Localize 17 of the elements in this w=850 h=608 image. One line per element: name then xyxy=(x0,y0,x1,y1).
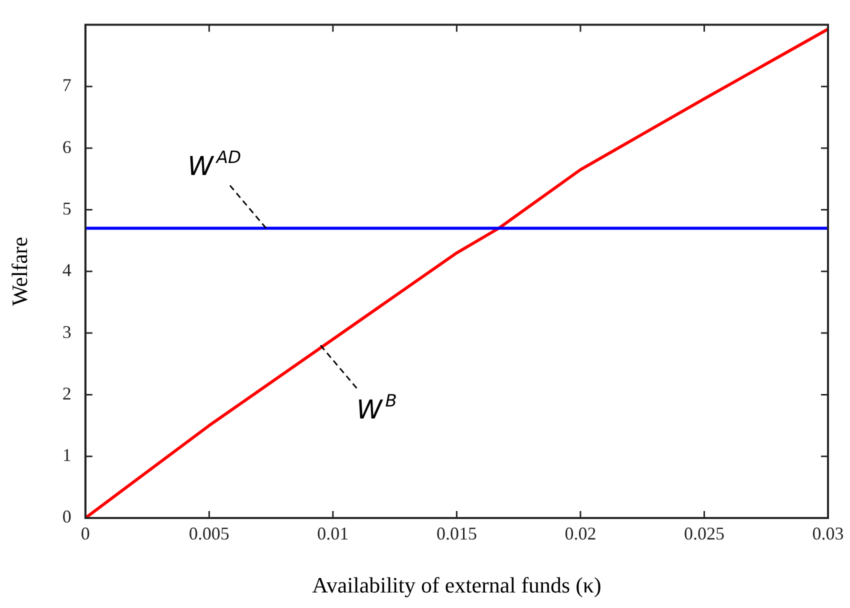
x-tick-label: 0.03 xyxy=(812,524,844,544)
y-tick-label: 7 xyxy=(62,75,72,96)
x-axis-title: Availability of external funds (κ) xyxy=(312,572,602,598)
y-tick-label: 6 xyxy=(62,136,72,157)
x-tick-label: 0.01 xyxy=(317,524,349,544)
x-tick-label: 0.015 xyxy=(436,524,477,544)
y-tick-label: 5 xyxy=(62,198,72,218)
x-tick-label: 0.02 xyxy=(564,524,596,544)
y-axis-title: Welfare xyxy=(6,236,32,306)
y-tick-label: 1 xyxy=(62,445,72,466)
x-tick-label: 0.025 xyxy=(684,524,724,544)
y-tick-label: 2 xyxy=(62,383,72,404)
x-tick-label: 0 xyxy=(80,524,90,544)
y-tick-label: 3 xyxy=(62,322,72,342)
y-tick-label: 4 xyxy=(62,260,72,280)
x-tick-label: 0.005 xyxy=(188,524,230,544)
y-tick-label: 0 xyxy=(62,506,72,527)
